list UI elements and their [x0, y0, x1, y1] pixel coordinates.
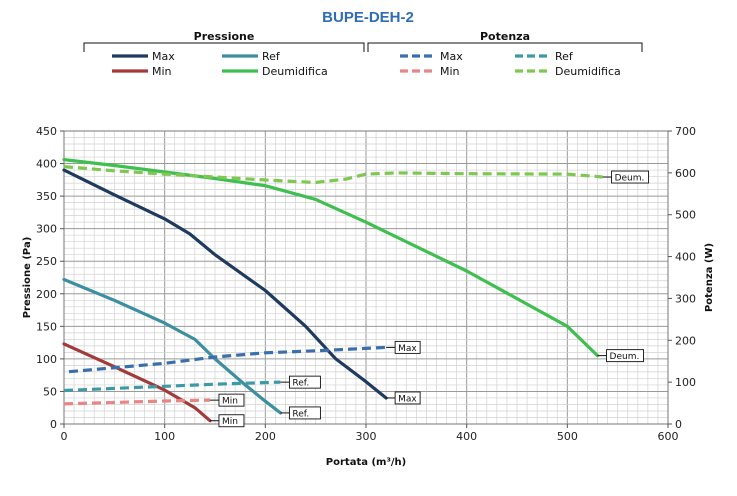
- series-line-pressione-min: [62, 342, 212, 423]
- x-axis-label: Portata (m³/h): [326, 457, 406, 468]
- x-tick-label: 400: [456, 430, 477, 443]
- legend-entry: Ref: [262, 50, 281, 63]
- curve-label-box: [611, 170, 650, 184]
- legend-entry: Max: [152, 50, 175, 63]
- y2-tick-label: 300: [675, 292, 696, 305]
- y-tick-label: 450: [36, 125, 57, 138]
- y2-tick-label: 600: [675, 167, 696, 180]
- legend-entry: Ref: [555, 50, 574, 63]
- y-tick-label: 250: [36, 255, 57, 268]
- y2-tick-label: 0: [675, 418, 682, 431]
- legend-group-title: Pressione: [194, 30, 255, 43]
- curve-label: Ref.: [292, 379, 309, 389]
- y-tick-label: 150: [36, 320, 57, 333]
- chart-title: BUPE-DEH-2: [322, 9, 414, 26]
- y-tick-label: 0: [50, 418, 57, 431]
- legend-entry: Min: [152, 65, 172, 78]
- curve-label-box: [394, 340, 421, 354]
- x-tick-label: 200: [255, 430, 276, 443]
- curve-labels: Max Max Ref. Ref. Min Min Deum. Deum.: [209, 170, 650, 428]
- x-tick-label: 0: [61, 430, 68, 443]
- series-layer: [62, 158, 603, 423]
- y2-tick-label: 700: [675, 125, 696, 138]
- curve-label-box: [288, 375, 321, 389]
- series-line-pressione-deumidifica: [62, 158, 600, 358]
- curve-label: Min: [222, 417, 238, 427]
- y-tick-label: 200: [36, 288, 57, 301]
- series-line-potenza-min: [63, 398, 211, 406]
- curve-label: Min: [222, 397, 238, 407]
- curve-label-box: [606, 349, 644, 363]
- series-line-potenza-ref: [63, 380, 281, 393]
- x-tick-label: 600: [658, 430, 679, 443]
- legend-group-bracket: [83, 42, 365, 52]
- curve-label: Deum.: [610, 352, 640, 362]
- series-line-pressione-max: [62, 168, 388, 400]
- curve-label: Deum.: [615, 174, 645, 184]
- legend-entry: Min: [440, 65, 460, 78]
- legend-group-bracket: [367, 42, 643, 52]
- curve-label-box: [394, 391, 421, 405]
- curve-label: Max: [398, 344, 417, 354]
- legend: Pressione Potenza Max Ref Min Deumidifica Max R…: [83, 30, 643, 78]
- y2-axis-label: Potenza (W): [704, 243, 715, 312]
- series-line-pressione-ref: [62, 277, 282, 415]
- legend-entry: Deumidifica: [555, 65, 621, 78]
- y-tick-label: 400: [36, 158, 57, 171]
- y2-tick-label: 500: [675, 209, 696, 222]
- y-tick-label: 300: [36, 223, 57, 236]
- legend-entry: Deumidifica: [262, 65, 328, 78]
- axes: 0 100 200 300 400 500 600050100150200250300350…: [22, 125, 715, 468]
- y2-tick-label: 400: [675, 251, 696, 264]
- grid: [63, 130, 669, 425]
- y-tick-label: 100: [36, 353, 57, 366]
- curve-label: Ref.: [292, 409, 309, 419]
- series-line-potenza-deumidifica: [63, 165, 603, 185]
- y-tick-label: 350: [36, 190, 57, 203]
- legend-group-title: Potenza: [480, 30, 530, 43]
- series-line-potenza-max: [68, 345, 387, 374]
- y2-tick-label: 200: [675, 334, 696, 347]
- x-tick-label: 300: [356, 430, 377, 443]
- y-tick-label: 50: [43, 385, 57, 398]
- y-axis-label: Pressione (Pa): [22, 237, 33, 319]
- curve-label: Max: [398, 394, 417, 404]
- curve-label-box: [218, 414, 245, 428]
- x-tick-label: 100: [154, 430, 175, 443]
- y2-tick-label: 100: [675, 376, 696, 389]
- legend-entry: Max: [440, 50, 463, 63]
- x-tick-label: 500: [557, 430, 578, 443]
- curve-label-box: [218, 393, 245, 407]
- curve-label-box: [288, 406, 321, 420]
